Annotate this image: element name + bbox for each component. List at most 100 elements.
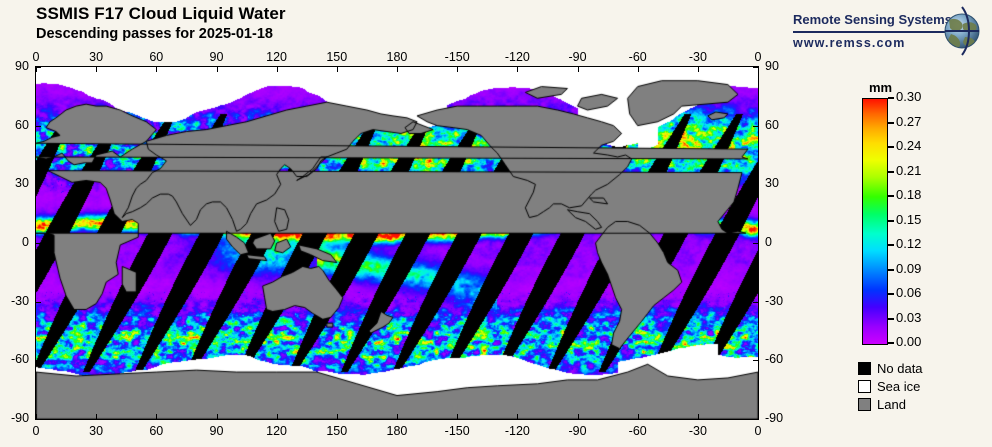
colorbar-tick-label: 0.30	[896, 89, 922, 104]
lat-tick-label: -30	[765, 293, 784, 308]
lon-tick-label: -90	[568, 50, 587, 64]
lon-tick-label: -60	[628, 424, 647, 438]
colorbar-tick	[888, 293, 894, 295]
lon-tick	[276, 414, 278, 419]
lon-tick	[517, 67, 519, 72]
lon-tick-label: 60	[149, 50, 164, 64]
colorbar-tick-label: 0.21	[896, 162, 922, 178]
lat-tick	[36, 301, 41, 303]
lon-tick-label: 30	[89, 50, 104, 64]
lon-tick-label: -120	[504, 50, 530, 64]
website-url: www.remss.com	[793, 36, 906, 50]
colorbar-tick-label: 0.18	[896, 187, 922, 202]
lon-tick	[758, 414, 759, 419]
colorbar-tick-label: 0.03	[896, 309, 922, 325]
lon-tick-label: 0	[32, 424, 40, 438]
lon-tick	[758, 67, 759, 72]
lat-tick	[753, 243, 758, 244]
lat-tick-label: 60	[765, 117, 779, 132]
rss-logo: Remote Sensing Systems www.remss.com	[793, 6, 983, 62]
colorbar-tick	[888, 195, 894, 197]
lat-tick	[753, 67, 758, 68]
lon-tick-label: 30	[89, 424, 104, 438]
lon-tick	[517, 414, 519, 419]
colorbar-tick	[888, 219, 894, 222]
lon-tick	[156, 67, 158, 72]
lat-tick-label: 90	[765, 59, 779, 73]
lon-tick-label: 180	[386, 424, 408, 438]
legend-label: Sea ice	[877, 379, 921, 394]
lon-tick	[637, 67, 639, 72]
lon-tick-label: 150	[326, 424, 348, 438]
map-plot-area[interactable]	[35, 66, 759, 420]
lon-tick-label: -30	[688, 424, 707, 438]
lat-tick-label: 0	[765, 235, 772, 249]
colorbar	[862, 98, 888, 345]
lon-tick	[216, 67, 218, 72]
lat-tick	[36, 184, 41, 186]
lon-tick-label: 0	[754, 50, 762, 64]
colorbar-tick-label: 0.09	[896, 260, 922, 276]
lon-tick	[577, 414, 579, 419]
logo-divider	[793, 31, 945, 33]
lon-tick	[36, 67, 37, 72]
lon-tick-label: -150	[444, 50, 470, 64]
lat-tick-label: 30	[765, 176, 779, 191]
lon-tick	[336, 67, 338, 72]
lat-tick	[36, 419, 41, 420]
legend-item: Sea ice	[858, 378, 923, 395]
legend-label: Land	[877, 397, 906, 412]
lat-tick-label: -90	[11, 411, 30, 425]
legend-item: Land	[858, 396, 923, 413]
lon-tick-label: -90	[568, 424, 587, 438]
lat-tick	[36, 243, 41, 244]
lon-tick	[276, 67, 278, 72]
lat-tick	[753, 301, 758, 303]
lat-tick	[36, 360, 41, 362]
colorbar-tick-label: 0.24	[896, 138, 922, 153]
colorbar-tick-label: 0.12	[896, 236, 922, 251]
lat-tick	[753, 125, 758, 127]
lon-tick-label: 60	[149, 424, 164, 438]
legend-swatch	[858, 380, 871, 393]
page-title: SSMIS F17 Cloud Liquid Water	[36, 4, 286, 23]
lon-tick-label: 0	[32, 50, 40, 64]
legend-swatch	[858, 362, 871, 375]
lon-tick	[36, 414, 37, 419]
lon-tick-label: -30	[688, 50, 707, 64]
lat-tick	[753, 184, 758, 186]
lon-tick	[156, 414, 158, 419]
colorbar-tick	[888, 244, 894, 246]
lat-tick-label: 0	[22, 235, 29, 249]
lon-tick	[216, 414, 218, 419]
colorbar-tick	[888, 268, 894, 271]
colorbar-tick	[888, 121, 894, 124]
lon-tick	[697, 414, 699, 419]
lon-tick	[96, 414, 98, 419]
lon-tick-label: 120	[266, 50, 288, 64]
page-subtitle: Descending passes for 2025-01-18	[36, 26, 273, 42]
colorbar-tick	[888, 342, 894, 344]
colorbar-unit-label: mm	[869, 80, 893, 95]
lat-tick-label: -60	[765, 352, 784, 367]
lat-tick	[36, 125, 41, 127]
colorbar-tick-label: 0.00	[896, 334, 922, 349]
lon-tick-label: 0	[754, 424, 762, 438]
lon-tick	[336, 414, 338, 419]
lat-tick-label: 60	[15, 117, 29, 132]
lon-tick-label: -60	[628, 50, 647, 64]
organization-name: Remote Sensing Systems	[793, 12, 952, 27]
lon-tick	[637, 414, 639, 419]
colorbar-tick-label: 0.27	[896, 113, 922, 129]
colorbar-tick	[888, 146, 894, 148]
lat-tick-label: -60	[11, 352, 30, 367]
lon-tick	[577, 67, 579, 72]
lat-tick-label: -90	[765, 411, 784, 425]
lon-tick-label: -120	[504, 424, 530, 438]
colorbar-tick	[888, 97, 894, 99]
lon-tick-label: 150	[326, 50, 348, 64]
lat-tick-label: 90	[15, 59, 29, 73]
lon-tick	[397, 67, 398, 72]
lon-tick	[697, 67, 699, 72]
lon-tick-label: 90	[209, 424, 224, 438]
